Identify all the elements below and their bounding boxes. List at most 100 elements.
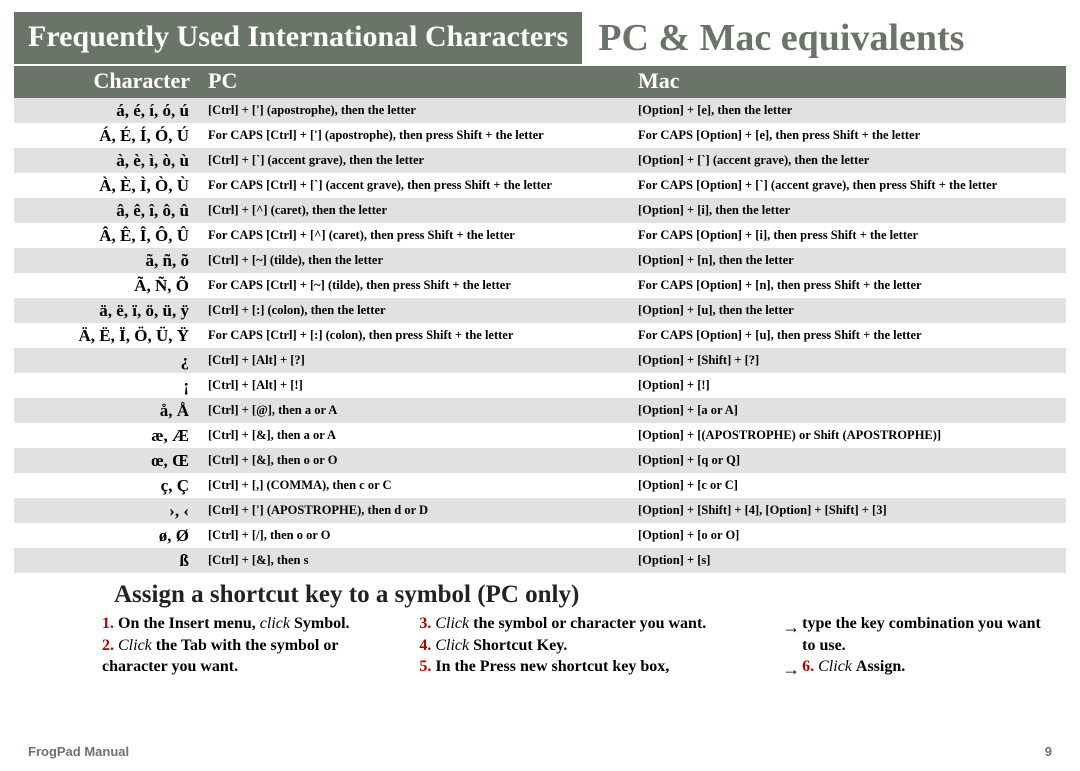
footer: FrogPad Manual 9	[28, 744, 1052, 759]
cell-character: á, é, í, ó, ú	[14, 99, 200, 123]
step-text: Tab	[181, 637, 211, 654]
cell-character: ã, ñ, õ	[14, 249, 200, 273]
cell-pc: For CAPS [Ctrl] + ['] (apostrophe), then…	[200, 126, 630, 145]
table-row: ¡[Ctrl] + [Alt] + [!][Option] + [!]	[14, 373, 1066, 398]
table-row: ã, ñ, õ[Ctrl] + [~] (tilde), then the le…	[14, 248, 1066, 273]
cell-mac: [Option] + [s]	[630, 551, 1066, 570]
step-num: 1.	[102, 615, 114, 632]
cell-mac: For CAPS [Option] + [i], then press Shif…	[630, 226, 1066, 245]
cell-mac: [Option] + [c or C]	[630, 476, 1066, 495]
table-row: â, ê, î, ô, û[Ctrl] + [^] (caret), then …	[14, 198, 1066, 223]
cell-mac: [Option] + [n], then the letter	[630, 251, 1066, 270]
table-header: Character PC Mac	[14, 66, 1066, 98]
cell-character: à, è, ì, ò, ù	[14, 149, 200, 173]
cell-character: æ, Æ	[14, 424, 200, 448]
table-body: á, é, í, ó, ú[Ctrl] + ['] (apostrophe), …	[14, 98, 1066, 573]
cell-pc: [Ctrl] + [^] (caret), then the letter	[200, 201, 630, 220]
steps: 1. On the Insert menu, click Symbol. 2. …	[14, 613, 1066, 678]
step-text: Symbol.	[294, 615, 350, 632]
table-row: ›, ‹[Ctrl] + ['] (APOSTROPHE), then d or…	[14, 498, 1066, 523]
cell-pc: For CAPS [Ctrl] + [~] (tilde), then pres…	[200, 276, 630, 295]
footer-page: 9	[1045, 744, 1052, 759]
assign-title: Assign a shortcut key to a symbol (PC on…	[14, 573, 1066, 613]
steps-col-2: 3. Click the symbol or character you wan…	[411, 613, 794, 678]
cell-character: å, Å	[14, 399, 200, 423]
cell-pc: [Ctrl] + ['] (apostrophe), then the lett…	[200, 101, 630, 120]
step-1: 1. On the Insert menu, click Symbol.	[102, 613, 403, 635]
cell-mac: [Option] + [i], then the letter	[630, 201, 1066, 220]
cell-mac: [Option] + [Shift] + [?]	[630, 351, 1066, 370]
cell-pc: [Ctrl] + [@], then a or A	[200, 401, 630, 420]
cell-mac: For CAPS [Option] + [e], then press Shif…	[630, 126, 1066, 145]
cell-mac: For CAPS [Option] + [`] (accent grave), …	[630, 176, 1066, 195]
table-row: ß[Ctrl] + [&], then s[Option] + [s]	[14, 548, 1066, 573]
cell-character: ¿	[14, 349, 200, 373]
table-row: ä, ë, ï, ö, ü, ÿ[Ctrl] + [:] (colon), th…	[14, 298, 1066, 323]
step-text: Assign.	[856, 658, 905, 675]
cell-mac: [Option] + [!]	[630, 376, 1066, 395]
step-text: the	[156, 637, 181, 654]
table-row: å, Å[Ctrl] + [@], then a or A[Option] + …	[14, 398, 1066, 423]
cell-pc: [Ctrl] + [:] (colon), then the letter	[200, 301, 630, 320]
table-row: à, è, ì, ò, ù[Ctrl] + [`] (accent grave)…	[14, 148, 1066, 173]
cell-character: Ã, Ñ, Õ	[14, 274, 200, 298]
cell-character: ä, ë, ï, ö, ü, ÿ	[14, 299, 200, 323]
title-right: PC & Mac equivalents	[582, 12, 964, 64]
step-text: click	[260, 615, 294, 632]
cell-mac: [Option] + [Shift] + [4], [Option] + [Sh…	[630, 501, 1066, 520]
table-row: ç, Ç[Ctrl] + [,] (COMMA), then c or C[Op…	[14, 473, 1066, 498]
table-row: ø, Ø[Ctrl] + [/], then o or O[Option] + …	[14, 523, 1066, 548]
cell-character: ›, ‹	[14, 499, 200, 523]
step-6a: type the key combination you want to use…	[802, 613, 1044, 656]
cell-mac: [Option] + [q or Q]	[630, 451, 1066, 470]
footer-left: FrogPad Manual	[28, 744, 129, 759]
steps-col-1: 1. On the Insert menu, click Symbol. 2. …	[94, 613, 411, 678]
cell-mac: [Option] + [`] (accent grave), then the …	[630, 151, 1066, 170]
cell-pc: For CAPS [Ctrl] + [:] (colon), then pres…	[200, 326, 630, 345]
step-text: In the	[435, 658, 479, 675]
cell-pc: [Ctrl] + [/], then o or O	[200, 526, 630, 545]
cell-pc: For CAPS [Ctrl] + [^] (caret), then pres…	[200, 226, 630, 245]
step-2: 2. Click the Tab with the symbol or char…	[102, 635, 403, 678]
cell-mac: [Option] + [u], then the letter	[630, 301, 1066, 320]
cell-mac: For CAPS [Option] + [u], then press Shif…	[630, 326, 1066, 345]
cell-character: Â, Ê, Î, Ô, Û	[14, 224, 200, 248]
cell-character: ¡	[14, 374, 200, 398]
title-bar: Frequently Used International Characters…	[14, 12, 1066, 64]
step-5: 5. In the Press new shortcut key box,	[419, 656, 786, 678]
step-text: the symbol or character you want.	[473, 615, 706, 632]
cell-mac: For CAPS [Option] + [n], then press Shif…	[630, 276, 1066, 295]
cell-mac: [Option] + [e], then the letter	[630, 101, 1066, 120]
cell-character: Ä, Ë, Ï, Ö, Ü, Ÿ	[14, 324, 200, 348]
cell-character: œ, Œ	[14, 449, 200, 473]
cell-pc: [Ctrl] + [Alt] + [!]	[200, 376, 630, 395]
title-left: Frequently Used International Characters	[14, 12, 582, 64]
step-text: Shortcut Key.	[473, 637, 567, 654]
table-row: æ, Æ[Ctrl] + [&], then a or A[Option] + …	[14, 423, 1066, 448]
step-num: 6.	[802, 658, 814, 675]
step-text: Click	[435, 637, 473, 654]
step-num: 5.	[419, 658, 431, 675]
cell-pc: [Ctrl] + [~] (tilde), then the letter	[200, 251, 630, 270]
cell-pc: [Ctrl] + [&], then o or O	[200, 451, 630, 470]
table-row: á, é, í, ó, ú[Ctrl] + ['] (apostrophe), …	[14, 98, 1066, 123]
table-row: Ã, Ñ, ÕFor CAPS [Ctrl] + [~] (tilde), th…	[14, 273, 1066, 298]
step-text: Click	[118, 637, 156, 654]
step-num: 4.	[419, 637, 431, 654]
table-row: Ä, Ë, Ï, Ö, Ü, ŸFor CAPS [Ctrl] + [:] (c…	[14, 323, 1066, 348]
step-text: Press new shortcut key box,	[480, 658, 669, 675]
table-row: œ, Œ[Ctrl] + [&], then o or O[Option] + …	[14, 448, 1066, 473]
step-text: Click	[435, 615, 473, 632]
cell-pc: [Ctrl] + [&], then a or A	[200, 426, 630, 445]
step-6: 6. Click Assign.	[802, 656, 1044, 678]
cell-pc: [Ctrl] + ['] (APOSTROPHE), then d or D	[200, 501, 630, 520]
cell-character: â, ê, î, ô, û	[14, 199, 200, 223]
header-mac: Mac	[630, 66, 1066, 98]
header-character: Character	[14, 66, 200, 98]
header-pc: PC	[200, 66, 630, 98]
table-row: Â, Ê, Î, Ô, ÛFor CAPS [Ctrl] + [^] (care…	[14, 223, 1066, 248]
cell-pc: For CAPS [Ctrl] + [`] (accent grave), th…	[200, 176, 630, 195]
step-text: On the Insert menu,	[118, 615, 260, 632]
cell-mac: [Option] + [a or A]	[630, 401, 1066, 420]
steps-col-3: type the key combination you want to use…	[794, 613, 1052, 678]
